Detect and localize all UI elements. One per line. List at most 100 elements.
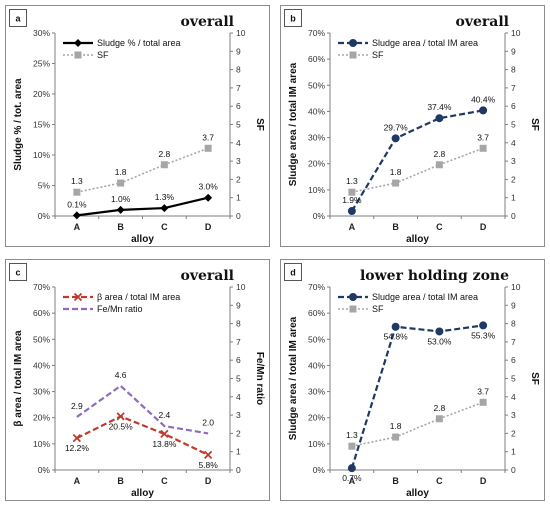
data-label: 1.8: [390, 167, 402, 177]
x-tick-label: B: [117, 222, 124, 232]
y2-axis-label: Fe/Mn ratio: [254, 352, 265, 405]
x-tick-label: D: [480, 476, 487, 486]
series-line: [351, 147, 484, 193]
y-tick-label: 5%: [38, 181, 51, 191]
x-tick-label: D: [205, 476, 212, 486]
y2-tick-label: 9: [236, 300, 241, 310]
x-tick-label: A: [349, 476, 356, 486]
data-point: [479, 321, 488, 330]
y2-tick-label: 8: [511, 65, 516, 75]
y2-tick-label: 9: [236, 46, 241, 56]
data-point-stroke-b: [72, 433, 82, 443]
legend: β area / total IM area Fe/Mn ratio: [63, 292, 180, 314]
y2-tick-label: 6: [236, 101, 241, 111]
y2-tick-label: 10: [236, 28, 246, 38]
y-tick-label: 50%: [33, 334, 50, 344]
x-tick-label: B: [117, 476, 124, 486]
data-label: 54.8%: [384, 332, 409, 342]
y-tick-label: 10%: [33, 439, 50, 449]
data-point: [392, 433, 400, 441]
y-tick-label: 70%: [308, 28, 325, 38]
y2-tick-label: 5: [511, 120, 516, 130]
data-label: 4.6: [115, 370, 127, 380]
data-point: [479, 106, 488, 115]
y2-tick-label: 9: [511, 46, 516, 56]
series-line: [76, 147, 209, 193]
y2-tick-label: 0: [236, 465, 241, 475]
data-point: [348, 442, 356, 450]
x-tick-label: A: [74, 222, 81, 232]
data-label: 2.4: [158, 410, 170, 420]
x-axis-label: alloy: [131, 234, 154, 245]
y-tick-label: 30%: [308, 133, 325, 143]
y2-tick-label: 7: [511, 83, 516, 93]
data-label: 12.2%: [65, 443, 90, 453]
legend: Sludge % / total area SF: [63, 38, 181, 60]
y2-tick-label: 3: [511, 156, 516, 166]
chart-panel-a: a overall 0% 5% 10% 15% 20% 25% 30% 0 1 2 3 4 5 6 7 8 9 10 A…: [5, 5, 270, 247]
y2-tick-label: 2: [511, 428, 516, 438]
legend: Sludge area / total IM area SF: [338, 292, 478, 314]
legend-marker: [349, 39, 357, 47]
panel-label: b: [290, 14, 296, 24]
data-label: 53.0%: [427, 336, 452, 346]
data-label: 20.5%: [109, 421, 134, 431]
data-point: [116, 412, 125, 421]
legend-label: Sludge % / total area: [97, 38, 181, 48]
data-point: [117, 179, 125, 187]
data-label: 3.0%: [198, 182, 218, 192]
y-tick-label: 0%: [38, 465, 51, 475]
chart-title: overall: [181, 268, 234, 284]
x-tick-label: B: [392, 476, 399, 486]
y-tick-label: 15%: [33, 120, 50, 130]
y2-tick-label: 0: [511, 211, 516, 221]
y-axis-label: Sludge area / total IM area: [288, 316, 299, 440]
legend-label: SF: [372, 304, 384, 314]
legend-label: β area / total IM area: [97, 292, 180, 302]
y2-tick-label: 6: [511, 355, 516, 365]
y-tick-label: 20%: [308, 413, 325, 423]
y2-tick-label: 6: [511, 101, 516, 111]
data-point: [73, 188, 81, 196]
y2-tick-label: 10: [236, 282, 246, 292]
data-label: 3.7: [477, 132, 489, 142]
legend-label: Sludge area / total IM area: [372, 292, 478, 302]
panel-label: d: [290, 268, 296, 278]
data-point: [116, 205, 125, 214]
data-point: [204, 144, 212, 152]
data-label: 1.3: [346, 176, 358, 186]
data-label: 0.1%: [67, 199, 87, 209]
data-point-stroke-b: [116, 412, 125, 421]
legend-marker: [349, 305, 357, 313]
data-point: [435, 161, 443, 169]
chart-panel-d: d lower holding zone 0% 10% 20% 30% 40% 50% 60% 7…: [280, 259, 545, 501]
data-point: [392, 179, 400, 187]
panel-frame: [280, 5, 545, 247]
y-tick-label: 20%: [33, 413, 50, 423]
y2-tick-label: 0: [511, 465, 516, 475]
panel-label-box: [9, 263, 27, 281]
data-label: 55.3%: [471, 330, 496, 340]
data-point: [348, 188, 356, 196]
data-point: [435, 415, 443, 423]
data-label: 2.8: [158, 149, 170, 159]
y2-tick-label: 0: [236, 211, 241, 221]
y-tick-label: 30%: [33, 387, 50, 397]
chart-title: overall: [181, 14, 234, 30]
y-tick-label: 0%: [313, 211, 326, 221]
data-point: [72, 211, 81, 220]
y-tick-label: 50%: [308, 334, 325, 344]
data-label: 5.8%: [198, 460, 218, 470]
data-label: 1.8: [115, 167, 127, 177]
data-point: [391, 134, 400, 143]
y2-tick-label: 5: [236, 374, 241, 384]
legend-marker: [74, 51, 82, 59]
series-line: [350, 109, 484, 212]
y-tick-label: 60%: [308, 308, 325, 318]
series-line: [350, 324, 484, 469]
data-label: 2.8: [433, 403, 445, 413]
chart-title: lower holding zone: [360, 268, 509, 284]
y2-tick-label: 4: [511, 138, 516, 148]
y2-axis-label: SF: [254, 118, 265, 131]
x-tick-label: D: [480, 222, 487, 232]
